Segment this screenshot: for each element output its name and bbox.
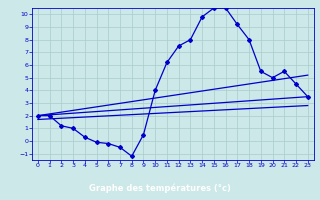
Text: Graphe des températures (°c): Graphe des températures (°c) bbox=[89, 184, 231, 193]
